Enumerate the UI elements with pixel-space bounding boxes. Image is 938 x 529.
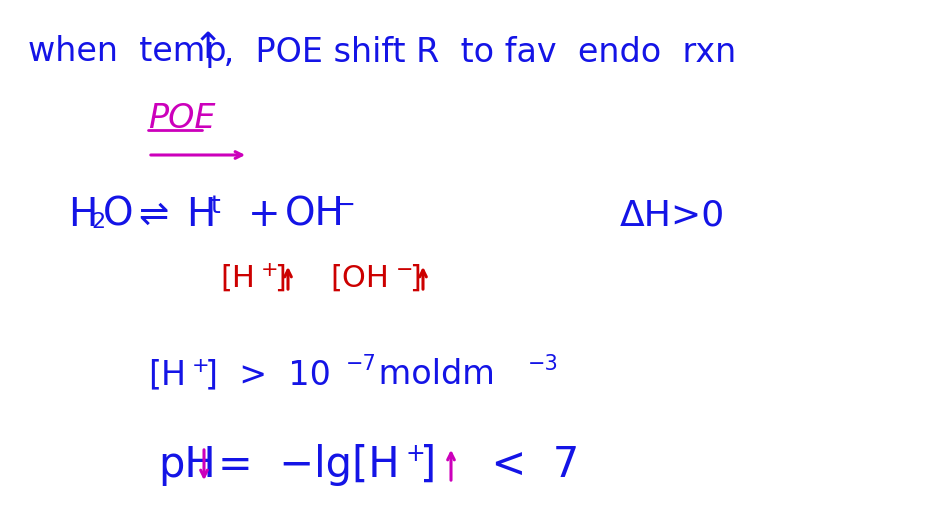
Text: OH: OH (285, 196, 345, 234)
Text: when  temp: when temp (28, 35, 237, 68)
Text: H: H (68, 196, 98, 234)
Text: 2: 2 (91, 212, 105, 232)
Text: ]  >  10: ] > 10 (205, 359, 331, 391)
Text: +: + (248, 196, 280, 234)
Text: +: + (192, 356, 209, 376)
Text: +: + (405, 442, 425, 466)
Text: =  −lg[H: = −lg[H (218, 444, 400, 486)
Text: [OH: [OH (330, 263, 389, 293)
Text: ]: ] (420, 444, 449, 486)
Text: <  7: < 7 (465, 444, 580, 486)
Text: −7: −7 (346, 354, 377, 374)
Text: POE: POE (148, 102, 216, 134)
Text: −3: −3 (528, 354, 559, 374)
Text: [H: [H (220, 263, 255, 293)
Text: O: O (103, 196, 133, 234)
Text: +: + (261, 260, 279, 280)
Text: ↑: ↑ (193, 31, 223, 65)
Text: −: − (396, 260, 414, 280)
Text: ⇌: ⇌ (138, 198, 168, 232)
Text: ]: ] (274, 263, 286, 293)
Text: H: H (186, 196, 216, 234)
Text: ,  POE shift R  to fav  endo  rxn: , POE shift R to fav endo rxn (213, 35, 736, 68)
Text: t: t (210, 194, 219, 218)
Text: ΔH>0: ΔH>0 (620, 198, 725, 232)
Text: pH: pH (158, 444, 216, 486)
Text: moldm: moldm (368, 359, 495, 391)
Text: −: − (334, 193, 355, 217)
Text: [H: [H (148, 359, 186, 391)
Text: ]: ] (409, 263, 421, 293)
